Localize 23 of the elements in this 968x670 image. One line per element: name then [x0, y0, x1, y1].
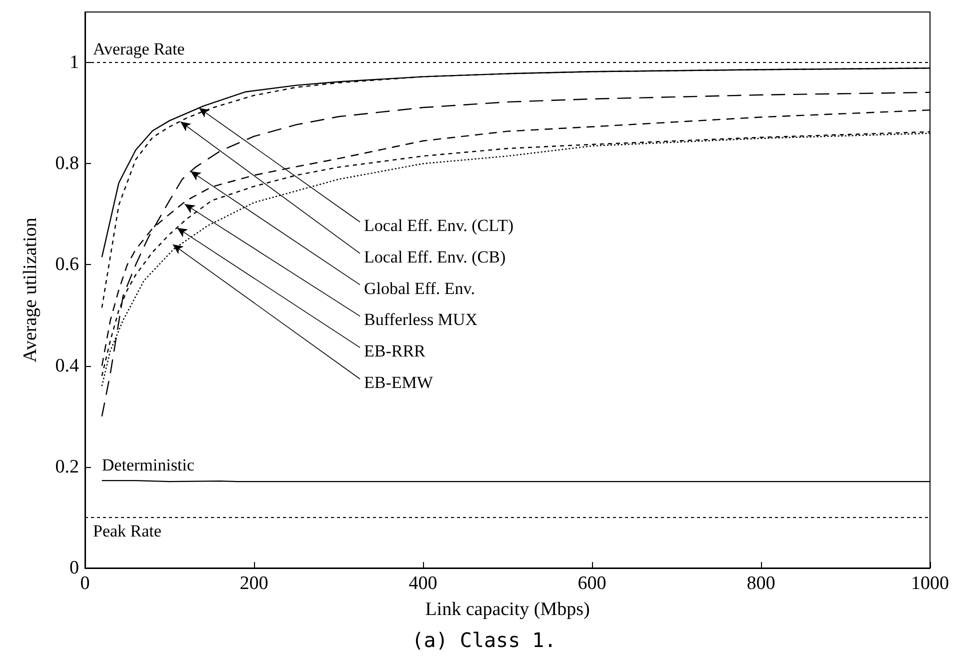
y-tick-label: 0	[70, 558, 79, 578]
series-label: Deterministic	[102, 456, 195, 475]
x-tick-label: 1000	[911, 573, 949, 594]
y-axis-title: Average utilization	[20, 217, 41, 362]
annotation: Global Eff. Env.	[364, 278, 475, 298]
annotation: Bufferless MUX	[364, 310, 478, 330]
x-tick-label: 600	[578, 573, 606, 594]
text: (a) Class 1.	[412, 628, 556, 652]
annotation: Local Eff. Env. (CB)	[364, 247, 506, 266]
x-axis-title: Link capacity (Mbps)	[425, 599, 590, 620]
x-tick-label: 400	[408, 573, 438, 594]
y-tick-label: 0.8	[55, 153, 79, 174]
y-tick-label: 1	[70, 52, 79, 74]
ref-line-label: Peak Rate	[93, 521, 162, 540]
ref-line-label: Average Rate	[93, 40, 185, 59]
y-tick-label: 0.6	[55, 254, 79, 276]
x-tick-label: 800	[746, 573, 776, 594]
annotation: EB-EMW	[364, 373, 434, 392]
annotation: Local Eff. Env. (CLT)	[364, 216, 514, 235]
x-tick-label: 200	[240, 573, 268, 594]
y-tick-label: 0.2	[55, 456, 79, 478]
annotation: EB-RRR	[364, 342, 426, 361]
y-tick-label: 0.4	[55, 355, 80, 376]
